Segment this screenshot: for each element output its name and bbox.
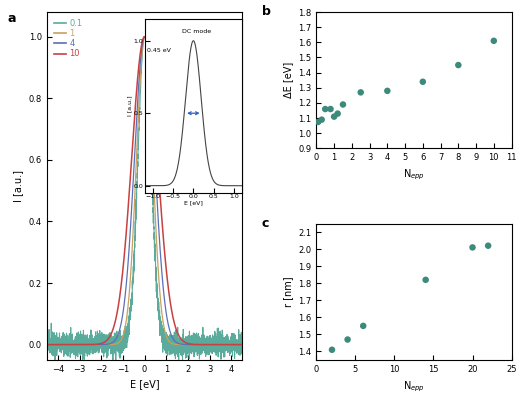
10 (58, 342, 64, 347)
Point (359, 323, 367, 329)
1 (126, 297, 132, 302)
Y-axis label: r [nm]: r [nm] (283, 276, 293, 307)
Line: 10: 10 (36, 37, 253, 345)
0.1 (33, 340, 39, 344)
1 (222, 342, 229, 347)
Line: 0.1: 0.1 (36, 37, 253, 360)
1 (70, 342, 77, 347)
1 (250, 342, 256, 347)
0.1 (250, 343, 256, 348)
Text: a: a (8, 12, 16, 25)
Point (330, 114, 338, 120)
4 (58, 342, 64, 347)
1 (246, 342, 252, 347)
Point (454, 62, 462, 68)
X-axis label: N$_{epp}$: N$_{epp}$ (403, 168, 425, 182)
Point (357, 89, 365, 96)
Point (328, 346, 336, 353)
4 (250, 342, 256, 347)
Point (334, 110, 342, 117)
Line: 4: 4 (36, 37, 253, 345)
Text: c: c (262, 217, 269, 230)
10 (222, 342, 229, 347)
4 (126, 252, 132, 257)
0.1 (222, 334, 229, 339)
1 (141, 34, 148, 39)
4 (141, 34, 148, 39)
Y-axis label: I [a.u.]: I [a.u.] (14, 170, 23, 202)
4 (70, 342, 77, 347)
Legend: 0.1, 1, 4, 10: 0.1, 1, 4, 10 (51, 16, 85, 61)
10 (116, 297, 123, 302)
10 (250, 342, 256, 347)
X-axis label: E [eV]: E [eV] (130, 380, 159, 390)
10 (126, 198, 132, 203)
4 (116, 328, 123, 333)
1 (58, 342, 64, 347)
Point (419, 78, 427, 85)
Point (468, 244, 477, 251)
0.1 (141, 34, 148, 39)
Point (343, 336, 352, 343)
0.1 (116, 354, 123, 359)
Line: 1: 1 (36, 37, 253, 345)
Point (317, 116, 326, 123)
10 (33, 342, 39, 347)
0.1 (58, 345, 64, 350)
0.1 (70, 339, 77, 344)
Point (490, 38, 498, 44)
10 (141, 34, 148, 39)
X-axis label: N$_{epp}$: N$_{epp}$ (403, 380, 425, 394)
Text: b: b (262, 5, 270, 18)
4 (222, 342, 229, 347)
Y-axis label: ΔE [eV]: ΔE [eV] (283, 62, 293, 98)
1 (116, 340, 123, 345)
1 (33, 342, 39, 347)
Point (484, 242, 492, 249)
10 (70, 342, 77, 347)
Point (421, 277, 430, 283)
Point (383, 88, 392, 94)
0.1 (246, 339, 252, 344)
Point (339, 101, 347, 108)
4 (33, 342, 39, 347)
Point (326, 106, 335, 112)
0.1 (52, 358, 58, 362)
0.1 (126, 325, 132, 330)
4 (246, 342, 252, 347)
Point (314, 119, 322, 125)
Point (321, 106, 329, 112)
10 (246, 342, 252, 347)
